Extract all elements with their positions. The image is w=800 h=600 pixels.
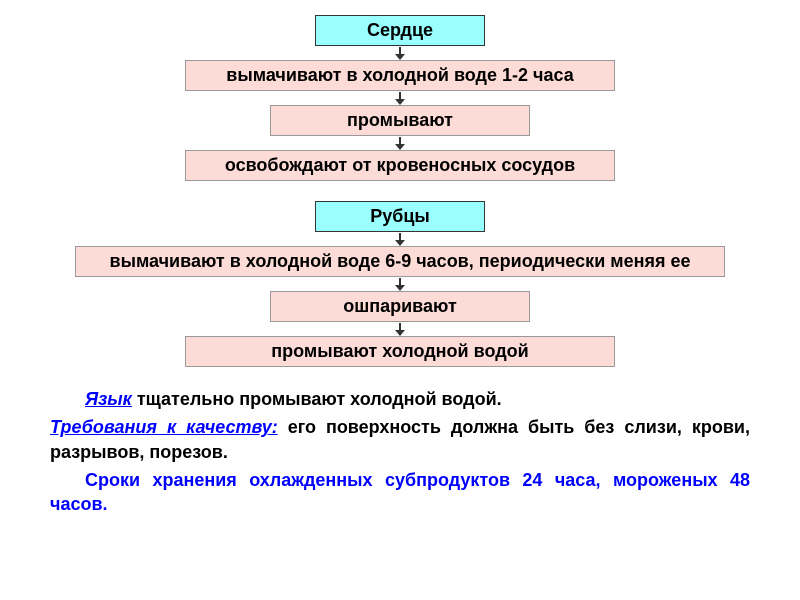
p3-text: Сроки хранения охлажденных субпродуктов … <box>50 470 750 514</box>
term-requirements: Требования к качеству: <box>50 417 278 437</box>
arrow <box>395 277 405 291</box>
flow1-header: Сердце <box>315 15 485 46</box>
flow1-step-2: освобождают от кровеносных сосудов <box>185 150 615 181</box>
flow1-step-0: вымачивают в холодной воде 1-2 часа <box>185 60 615 91</box>
term-yazyk: Язык <box>85 389 132 409</box>
arrow <box>395 91 405 105</box>
paragraph-1: Язык тщательно промывают холодной водой. <box>50 387 750 411</box>
flow1-step-1: промывают <box>270 105 530 136</box>
arrow <box>395 136 405 150</box>
arrow <box>395 322 405 336</box>
flowchart-container: Сердце вымачивают в холодной воде 1-2 ча… <box>0 0 800 367</box>
flow2-header: Рубцы <box>315 201 485 232</box>
arrow <box>395 46 405 60</box>
paragraph-2: Требования к качеству: его поверхность д… <box>50 415 750 464</box>
p1-rest: тщательно промывают холодной водой. <box>132 389 502 409</box>
flow2-step-0: вымачивают в холодной воде 6-9 часов, пе… <box>75 246 725 277</box>
description-text: Язык тщательно промывают холодной водой.… <box>0 367 800 516</box>
arrow <box>395 232 405 246</box>
flow2-step-2: промывают холодной водой <box>185 336 615 367</box>
flow2-step-1: ошпаривают <box>270 291 530 322</box>
paragraph-3: Сроки хранения охлажденных субпродуктов … <box>50 468 750 517</box>
